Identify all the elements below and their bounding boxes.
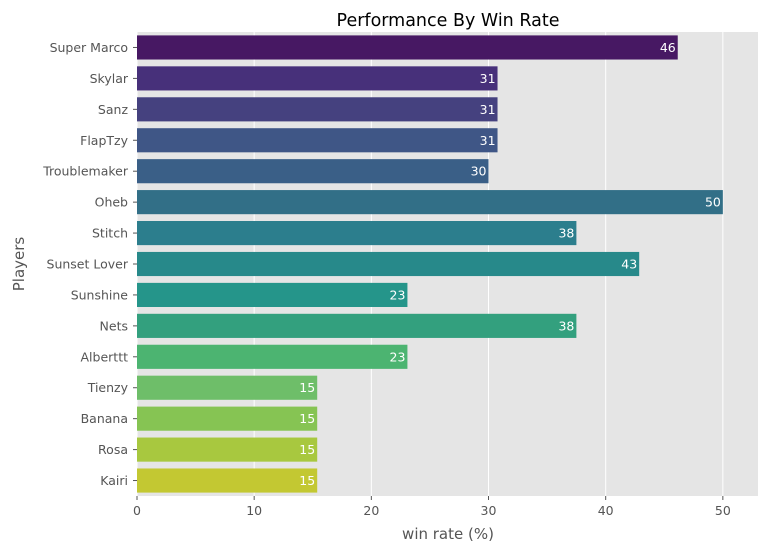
bar xyxy=(137,282,408,307)
bars xyxy=(137,35,723,493)
bar xyxy=(137,190,723,215)
y-tick-label: Sunshine xyxy=(71,287,129,302)
x-tick-label: 10 xyxy=(246,503,262,518)
y-axis-title: Players xyxy=(10,237,28,292)
data-label: 30 xyxy=(471,164,487,179)
bar xyxy=(137,66,498,91)
y-tick-label: Troublemaker xyxy=(42,164,129,179)
bar xyxy=(137,468,318,493)
data-label: 31 xyxy=(480,133,496,148)
data-label: 15 xyxy=(299,380,315,395)
data-label: 31 xyxy=(480,102,496,117)
bar xyxy=(137,159,489,184)
y-tick-label: Tienzy xyxy=(87,380,129,395)
y-tick-label: Rosa xyxy=(98,442,128,457)
y-tick-label: Nets xyxy=(100,318,128,333)
y-tick-label: Oheb xyxy=(95,195,128,210)
y-axis-tick-labels: Super Marco Skylar Sanz FlapTzy Troublemaker… xyxy=(42,40,137,488)
data-label: 31 xyxy=(480,71,496,86)
y-tick-label: FlapTzy xyxy=(80,133,128,148)
bar xyxy=(137,313,577,338)
data-label: 23 xyxy=(390,349,406,364)
x-axis-tick-labels: 0 10 20 30 40 50 xyxy=(133,496,731,518)
bar xyxy=(137,221,577,246)
data-label: 38 xyxy=(558,226,574,241)
bar xyxy=(137,128,498,153)
y-tick-label: Sanz xyxy=(98,102,129,117)
x-tick-label: 40 xyxy=(598,503,614,518)
data-label: 43 xyxy=(621,257,637,272)
data-labels: 46 31 31 31 30 50 38 43 23 38 23 15 15 15 15 xyxy=(299,40,721,488)
x-tick-label: 30 xyxy=(481,503,497,518)
y-tick-label: Alberttt xyxy=(81,349,129,364)
data-label: 15 xyxy=(299,442,315,457)
data-label: 46 xyxy=(660,40,676,55)
y-tick-label: Stitch xyxy=(92,226,128,241)
y-tick-label: Sunset Lover xyxy=(47,257,129,272)
x-tick-label: 20 xyxy=(363,503,379,518)
bar xyxy=(137,35,678,60)
y-tick-label: Skylar xyxy=(90,71,129,86)
bar xyxy=(137,97,498,122)
x-tick-label: 50 xyxy=(715,503,731,518)
bar xyxy=(137,344,408,369)
y-tick-label: Super Marco xyxy=(50,40,128,55)
bar xyxy=(137,437,318,462)
y-tick-label: Kairi xyxy=(100,473,128,488)
bar xyxy=(137,375,318,400)
bar xyxy=(137,251,640,277)
bar xyxy=(137,406,318,431)
data-label: 15 xyxy=(299,411,315,426)
x-tick-label: 0 xyxy=(133,503,141,518)
chart-title: Performance By Win Rate xyxy=(337,11,560,31)
data-label: 15 xyxy=(299,473,315,488)
data-label: 23 xyxy=(390,287,406,302)
data-label: 50 xyxy=(705,195,721,210)
x-axis-title: win rate (%) xyxy=(402,525,494,543)
y-tick-label: Banana xyxy=(81,411,128,426)
data-label: 38 xyxy=(558,318,574,333)
